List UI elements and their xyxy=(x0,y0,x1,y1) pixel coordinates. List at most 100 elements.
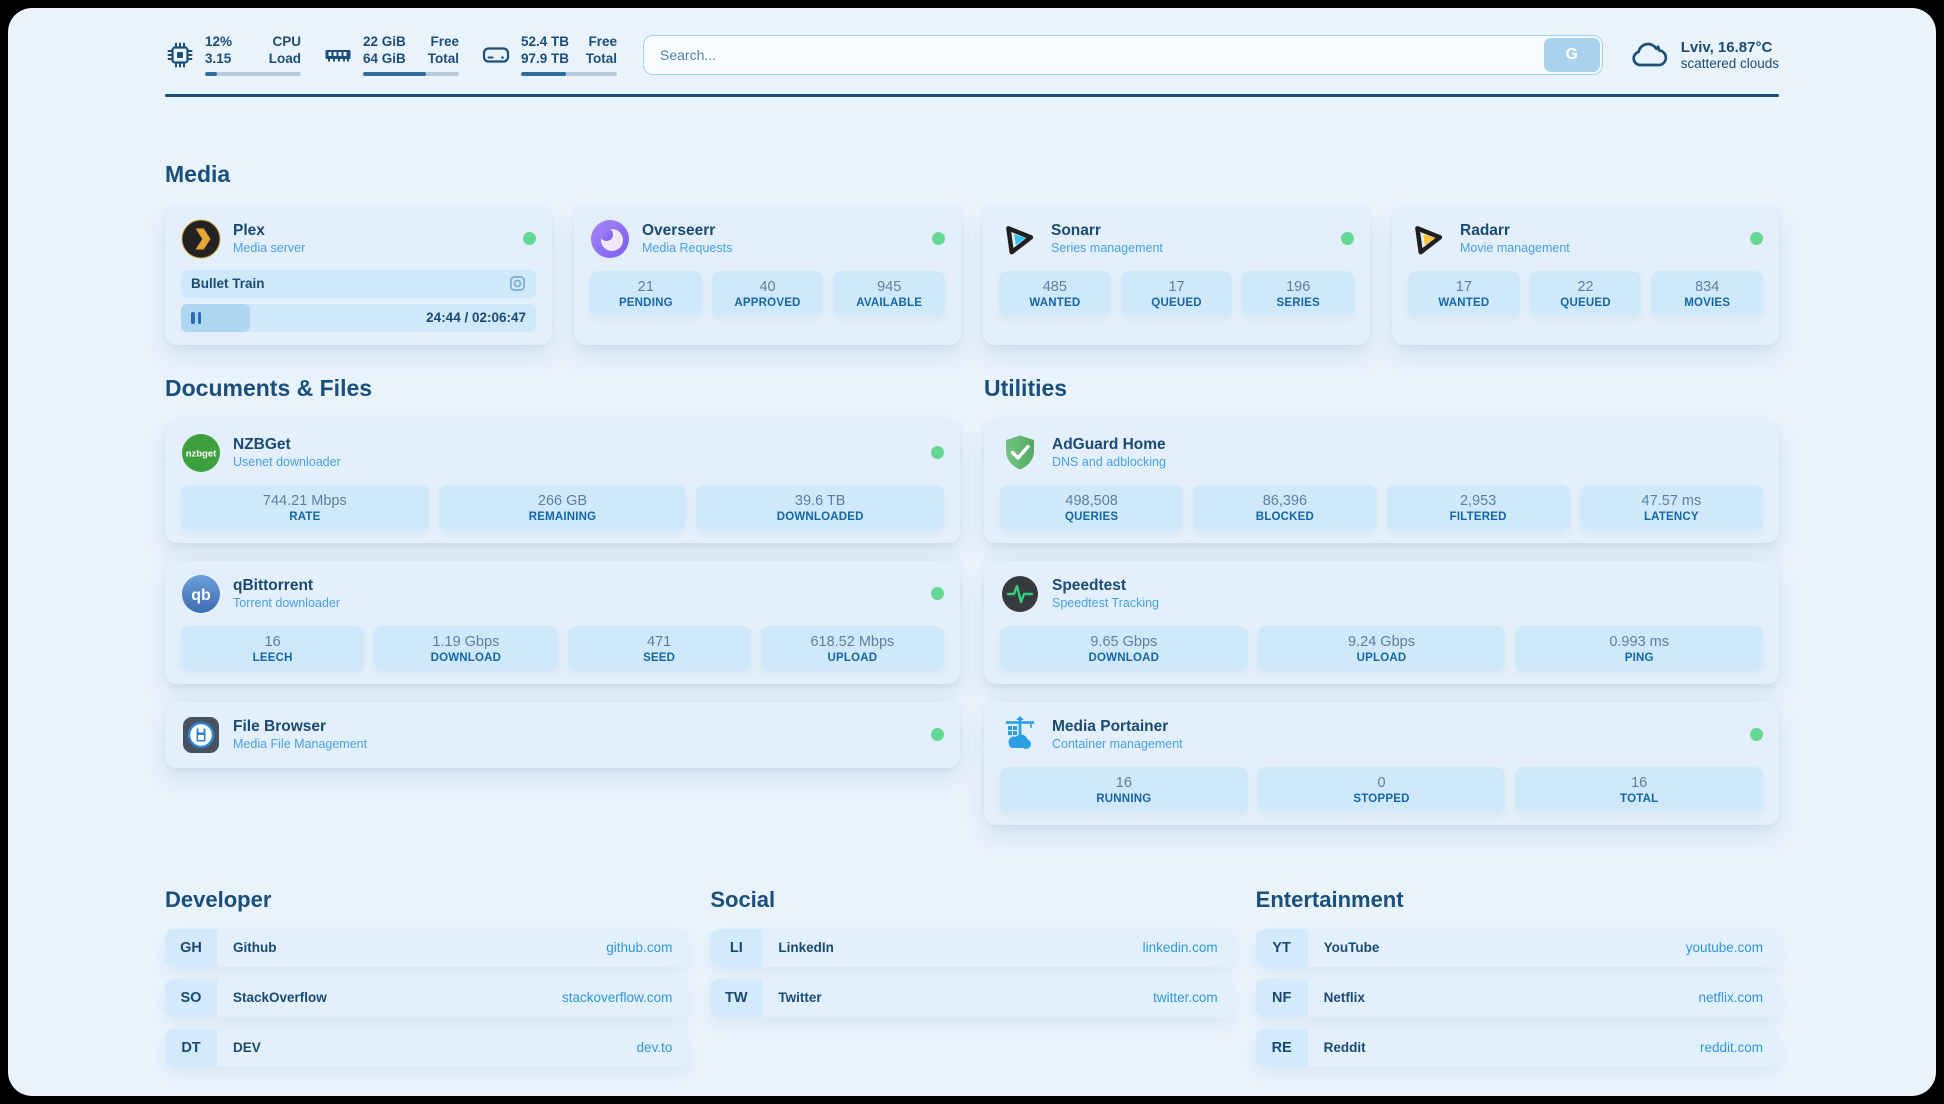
filebrowser-subtitle: Media File Management xyxy=(233,737,368,752)
overseerr-status-dot xyxy=(932,232,945,246)
radarr-card[interactable]: Radarr Movie management 17 WANTED 22 QUEUE… xyxy=(1392,205,1779,345)
link-abbr: TW xyxy=(710,978,763,1017)
section-media: Media Plex Media server xyxy=(165,161,1779,345)
stat-tile-filtered: 2,953 FILTERED xyxy=(1386,484,1570,530)
memory-total-label: Total xyxy=(427,50,459,66)
qbittorrent-title: qBittorrent xyxy=(233,577,314,595)
video-icon xyxy=(510,276,525,292)
section-entertainment: Entertainment YT YouTube youtube.com NF … xyxy=(1255,887,1779,1079)
search-engine-button[interactable]: G xyxy=(1543,37,1600,72)
stat-tile-leech: 16 LEECH xyxy=(181,625,365,671)
link-reddit[interactable]: RE Reddit reddit.com xyxy=(1255,1028,1779,1067)
speedtest-subtitle: Speedtest Tracking xyxy=(1052,596,1160,611)
filebrowser-icon xyxy=(181,715,221,755)
link-abbr: GH xyxy=(165,928,217,967)
stat-tile-remaining: 266 GB REMAINING xyxy=(438,484,687,530)
link-abbr: DT xyxy=(165,1028,217,1067)
cpu-icon xyxy=(167,42,193,68)
search-bar: G xyxy=(643,34,1603,75)
dashboard-page: 12% CPU 3.15 Load xyxy=(8,8,1936,1096)
filebrowser-title: File Browser xyxy=(233,718,327,736)
link-netflix[interactable]: NF Netflix netflix.com xyxy=(1255,978,1779,1017)
overseerr-icon xyxy=(590,219,630,259)
section-documents: Documents & Files nzbget NZBGet Usenet d… xyxy=(165,375,960,768)
stat-tile-queued: 17 QUEUED xyxy=(1120,270,1233,316)
link-abbr: YT xyxy=(1255,928,1308,967)
portainer-status-dot xyxy=(1750,728,1763,742)
link-twitter[interactable]: TW Twitter twitter.com xyxy=(710,978,1234,1017)
portainer-icon xyxy=(1000,715,1040,755)
link-github[interactable]: GH Github github.com xyxy=(165,928,689,967)
plex-icon xyxy=(181,219,221,259)
stat-tile-stopped: 0 STOPPED xyxy=(1257,766,1506,812)
section-title-documents: Documents & Files xyxy=(165,374,373,401)
stat-tile-blocked: 86,396 BLOCKED xyxy=(1193,484,1377,530)
cpu-load-value: 3.15 xyxy=(205,50,232,66)
plex-card[interactable]: Plex Media server Bullet Train 24:44 / 0 xyxy=(165,205,552,345)
section-title-social: Social xyxy=(710,886,776,912)
sonarr-card[interactable]: Sonarr Series management 485 WANTED 17 QUE… xyxy=(983,205,1370,345)
memory-free-value: 22 GiB xyxy=(363,34,406,49)
weather-condition: scattered clouds xyxy=(1680,55,1779,71)
portainer-title: Media Portainer xyxy=(1052,718,1169,736)
now-playing-title: Bullet Train xyxy=(191,276,265,292)
filebrowser-card[interactable]: File Browser Media File Management xyxy=(165,701,960,768)
stat-tile-movies: 834 MOVIES xyxy=(1651,270,1764,316)
link-name: LinkedIn xyxy=(778,940,834,956)
sonarr-title: Sonarr xyxy=(1051,222,1101,240)
qbittorrent-icon: qb xyxy=(181,574,221,614)
link-name: Reddit xyxy=(1323,1040,1366,1056)
link-linkedin[interactable]: LI LinkedIn linkedin.com xyxy=(710,928,1234,967)
disk-free-value: 52.4 TB xyxy=(521,34,570,49)
section-utilities: Utilities AdGuard Home DNS and xyxy=(984,375,1779,825)
cpu-stat: 12% CPU 3.15 Load xyxy=(165,34,301,76)
playback-time: 24:44 / 02:06:47 xyxy=(426,310,526,326)
link-url: stackoverflow.com xyxy=(562,990,673,1006)
stat-tile-running: 16 RUNNING xyxy=(1000,766,1248,812)
link-url: netflix.com xyxy=(1698,990,1763,1006)
weather-location: Lviv, 16.87°C xyxy=(1680,38,1773,56)
load-label: Load xyxy=(268,50,301,66)
link-dev[interactable]: DT DEV dev.to xyxy=(165,1028,689,1067)
stat-tile-download: 1.19 Gbps DOWNLOAD xyxy=(374,625,558,671)
overseerr-title: Overseerr xyxy=(642,222,716,240)
adguard-card[interactable]: AdGuard Home DNS and adblocking 498,508 Q… xyxy=(984,419,1779,543)
link-stackoverflow[interactable]: SO StackOverflow stackoverflow.com xyxy=(165,978,689,1017)
section-title-media: Media xyxy=(165,160,231,187)
header-bar: 12% CPU 3.15 Load xyxy=(165,34,1779,76)
qbittorrent-status-dot xyxy=(931,587,944,601)
link-abbr: LI xyxy=(710,928,763,967)
search-input[interactable] xyxy=(643,34,1603,75)
nzbget-status-dot xyxy=(931,446,944,460)
speedtest-card[interactable]: Speedtest Speedtest Tracking 9.65 Gbps DO… xyxy=(984,560,1779,684)
link-name: Github xyxy=(233,940,277,956)
radarr-title: Radarr xyxy=(1460,222,1510,240)
sonarr-status-dot xyxy=(1341,232,1354,246)
memory-free-label: Free xyxy=(430,34,459,49)
svg-text:qb: qb xyxy=(191,587,211,604)
memory-total-value: 64 GiB xyxy=(363,50,406,66)
link-name: DEV xyxy=(233,1040,261,1056)
nzbget-card[interactable]: nzbget NZBGet Usenet downloader 744.21 M… xyxy=(165,419,960,543)
memory-stat: 22 GiB Free 64 GiB Total xyxy=(323,34,459,76)
link-name: Twitter xyxy=(778,990,822,1006)
stat-tile-wanted: 485 WANTED xyxy=(999,270,1111,316)
nzbget-icon: nzbget xyxy=(181,433,221,473)
cloud-icon xyxy=(1632,42,1667,67)
portainer-card[interactable]: Media Portainer Container management 16 R… xyxy=(984,701,1779,825)
system-stats: 12% CPU 3.15 Load xyxy=(165,34,617,76)
filebrowser-status-dot xyxy=(931,728,944,742)
overseerr-card[interactable]: Overseerr Media Requests 21 PENDING 40 APP… xyxy=(574,205,961,345)
link-youtube[interactable]: YT YouTube youtube.com xyxy=(1255,928,1779,967)
playback-progress-bar: 24:44 / 02:06:47 xyxy=(181,303,536,332)
radarr-subtitle: Movie management xyxy=(1460,241,1570,256)
nzbget-subtitle: Usenet downloader xyxy=(233,455,341,470)
cpu-usage-value: 12% xyxy=(205,34,233,49)
link-name: StackOverflow xyxy=(233,990,327,1006)
link-name: YouTube xyxy=(1323,940,1380,956)
pause-icon[interactable] xyxy=(191,311,201,324)
qbittorrent-card[interactable]: qb qBittorrent Torrent downloader 16 LEEC… xyxy=(165,560,960,684)
qbittorrent-subtitle: Torrent downloader xyxy=(233,596,341,611)
overseerr-subtitle: Media Requests xyxy=(642,241,733,256)
disk-total-label: Total xyxy=(585,50,617,66)
